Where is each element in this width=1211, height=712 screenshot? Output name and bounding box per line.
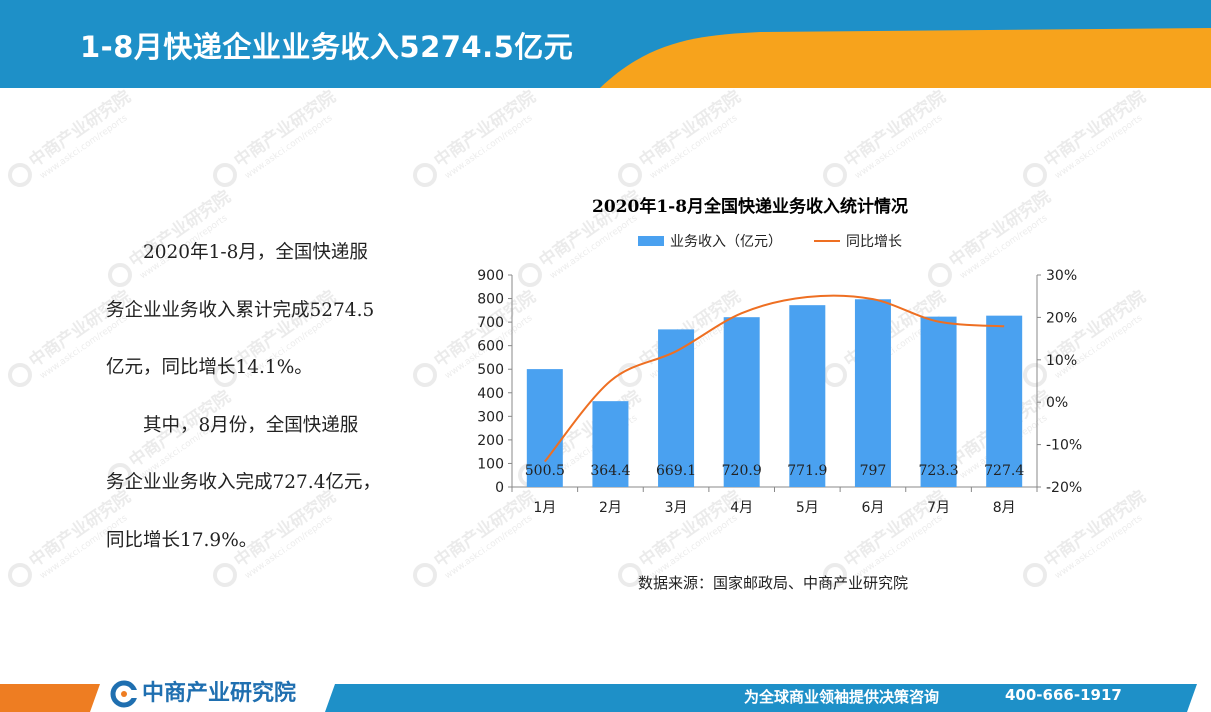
y-right-tick-label: 20% [1046,310,1077,326]
bar [986,315,1023,487]
x-tick-label: 3月 [665,500,688,516]
chart-title: 2020年1-8月全国快递业务收入统计情况 [592,197,909,217]
y-right-tick-label: 10% [1046,353,1077,369]
y-right-tick-label: 30% [1046,268,1077,284]
summary-line: 务企业业务收入完成727.4亿元， [106,472,381,493]
y-right-tick-label: -10% [1046,438,1082,454]
header-background [0,0,1211,88]
y-left-tick-label: 600 [477,339,504,355]
x-tick-label: 8月 [993,500,1016,516]
bar-data-label: 364.4 [590,463,630,479]
bar [789,305,826,487]
y-left-tick-label: 400 [477,386,504,402]
brand-logo-icon [110,680,138,708]
page-title: 1-8月快递企业业务收入5274.5亿元 [80,30,574,64]
bar-data-label: 669.1 [656,463,696,479]
y-left-tick-label: 700 [477,315,504,331]
footer-brand-name: 中商产业研究院 [142,681,297,706]
bar [854,299,891,487]
y-left-tick-label: 0 [495,480,504,496]
summary-line: 同比增长17.9%。 [106,529,258,551]
growth-line [544,294,1005,463]
bar [592,401,629,487]
bar [526,369,563,487]
y-left-tick-label: 300 [477,409,504,425]
summary-line: 2020年1-8月，全国快递服 [106,242,368,263]
legend-swatch-bar [638,236,664,246]
x-tick-label: 4月 [730,500,753,516]
bar [920,316,957,487]
bar [723,317,760,487]
x-tick-label: 1月 [533,500,556,516]
bar-data-label: 720.9 [722,463,762,479]
y-left-tick-label: 800 [477,292,504,308]
bar-data-label: 771.9 [787,463,827,479]
bar-data-label: 797 [860,463,887,479]
summary-text: 2020年1-8月，全国快递服 务企业业务收入累计完成5274.5 亿元，同比增… [106,236,436,581]
y-left-tick-label: 100 [477,456,504,472]
y-left-tick-label: 500 [477,362,504,378]
y-left-tick-label: 200 [477,433,504,449]
header-banner: 1-8月快递企业业务收入5274.5亿元 [0,0,1211,88]
bar-data-label: 500.5 [525,463,565,479]
y-right-tick-label: -20% [1046,480,1082,496]
legend-swatch-line [814,240,840,242]
y-left-tick-label: 900 [477,268,504,284]
x-tick-label: 5月 [796,500,819,516]
footer-phone: 400-666-1917 [1005,686,1122,704]
x-tick-label: 7月 [927,500,950,516]
y-right-tick-label: 0% [1046,395,1068,411]
legend-label-revenue: 业务收入（亿元） [670,234,782,250]
x-tick-label: 6月 [861,500,884,516]
summary-line: 务企业业务收入累计完成5274.5 [106,299,375,321]
summary-line: 其中，8月份，全国快递服 [106,414,359,436]
legend-label-growth: 同比增长 [846,234,902,250]
bar-data-label: 723.3 [919,463,959,479]
footer-band [0,684,1197,712]
bar-data-label: 727.4 [984,463,1024,479]
x-tick-label: 2月 [599,500,622,516]
data-source: 数据来源：国家邮政局、中商产业研究院 [638,574,909,592]
summary-line: 亿元，同比增长14.1%。 [106,357,313,378]
footer-slogan: 为全球商业领袖提供决策咨询 [744,688,940,706]
